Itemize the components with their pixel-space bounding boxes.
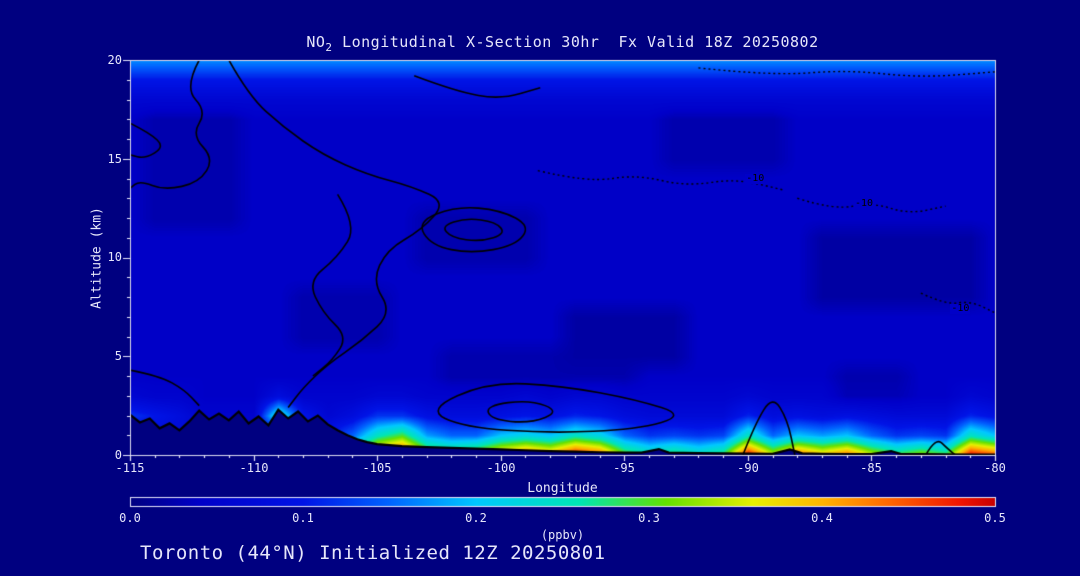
x-tick-label-95: -95 [613, 461, 635, 475]
chart-title-prefix: NO [306, 33, 326, 51]
x-tick-label-105: -105 [362, 461, 392, 475]
colorbar-tick-label-0: 0.0 [119, 511, 141, 525]
x-tick-label-85: -85 [860, 461, 882, 475]
contour-label-0: -10 [745, 172, 766, 184]
x-tick-label-115: -115 [115, 461, 145, 475]
x-tick-label-100: -100 [486, 461, 516, 475]
colorbar-units-label: (ppbv) [540, 528, 585, 542]
x-axis-label: Longitude [527, 481, 598, 496]
colorbar-tick-label-5: 0.5 [984, 511, 1006, 525]
colorbar-tick-label-3: 0.3 [638, 511, 660, 525]
x-tick-label-80: -80 [984, 461, 1006, 475]
colorbar-tick-label-4: 0.4 [811, 511, 833, 525]
chart-title-subscript: 2 [325, 41, 333, 54]
y-tick-label-20: 20 [107, 53, 122, 67]
y-tick-label-10: 10 [107, 250, 122, 264]
y-tick-label-0: 0 [114, 448, 122, 462]
x-tick-label-90: -90 [737, 461, 759, 475]
x-tick-label-110: -110 [239, 461, 269, 475]
contour-label-2: -10 [950, 302, 971, 314]
colorbar-tick-label-1: 0.1 [292, 511, 314, 525]
footer-annotation: Toronto (44°N) Initialized 12Z 20250801 [140, 542, 606, 564]
colorbar-tick-label-2: 0.2 [465, 511, 487, 525]
chart-title-rest: Longitudinal X-Section 30hr Fx Valid 18Z… [332, 33, 819, 51]
chart-title: NO2 Longitudinal X-Section 30hr Fx Valid… [130, 33, 995, 54]
y-tick-label-15: 15 [107, 152, 122, 166]
y-tick-label-5: 5 [114, 349, 122, 363]
contour-label-1: -10 [853, 198, 875, 210]
